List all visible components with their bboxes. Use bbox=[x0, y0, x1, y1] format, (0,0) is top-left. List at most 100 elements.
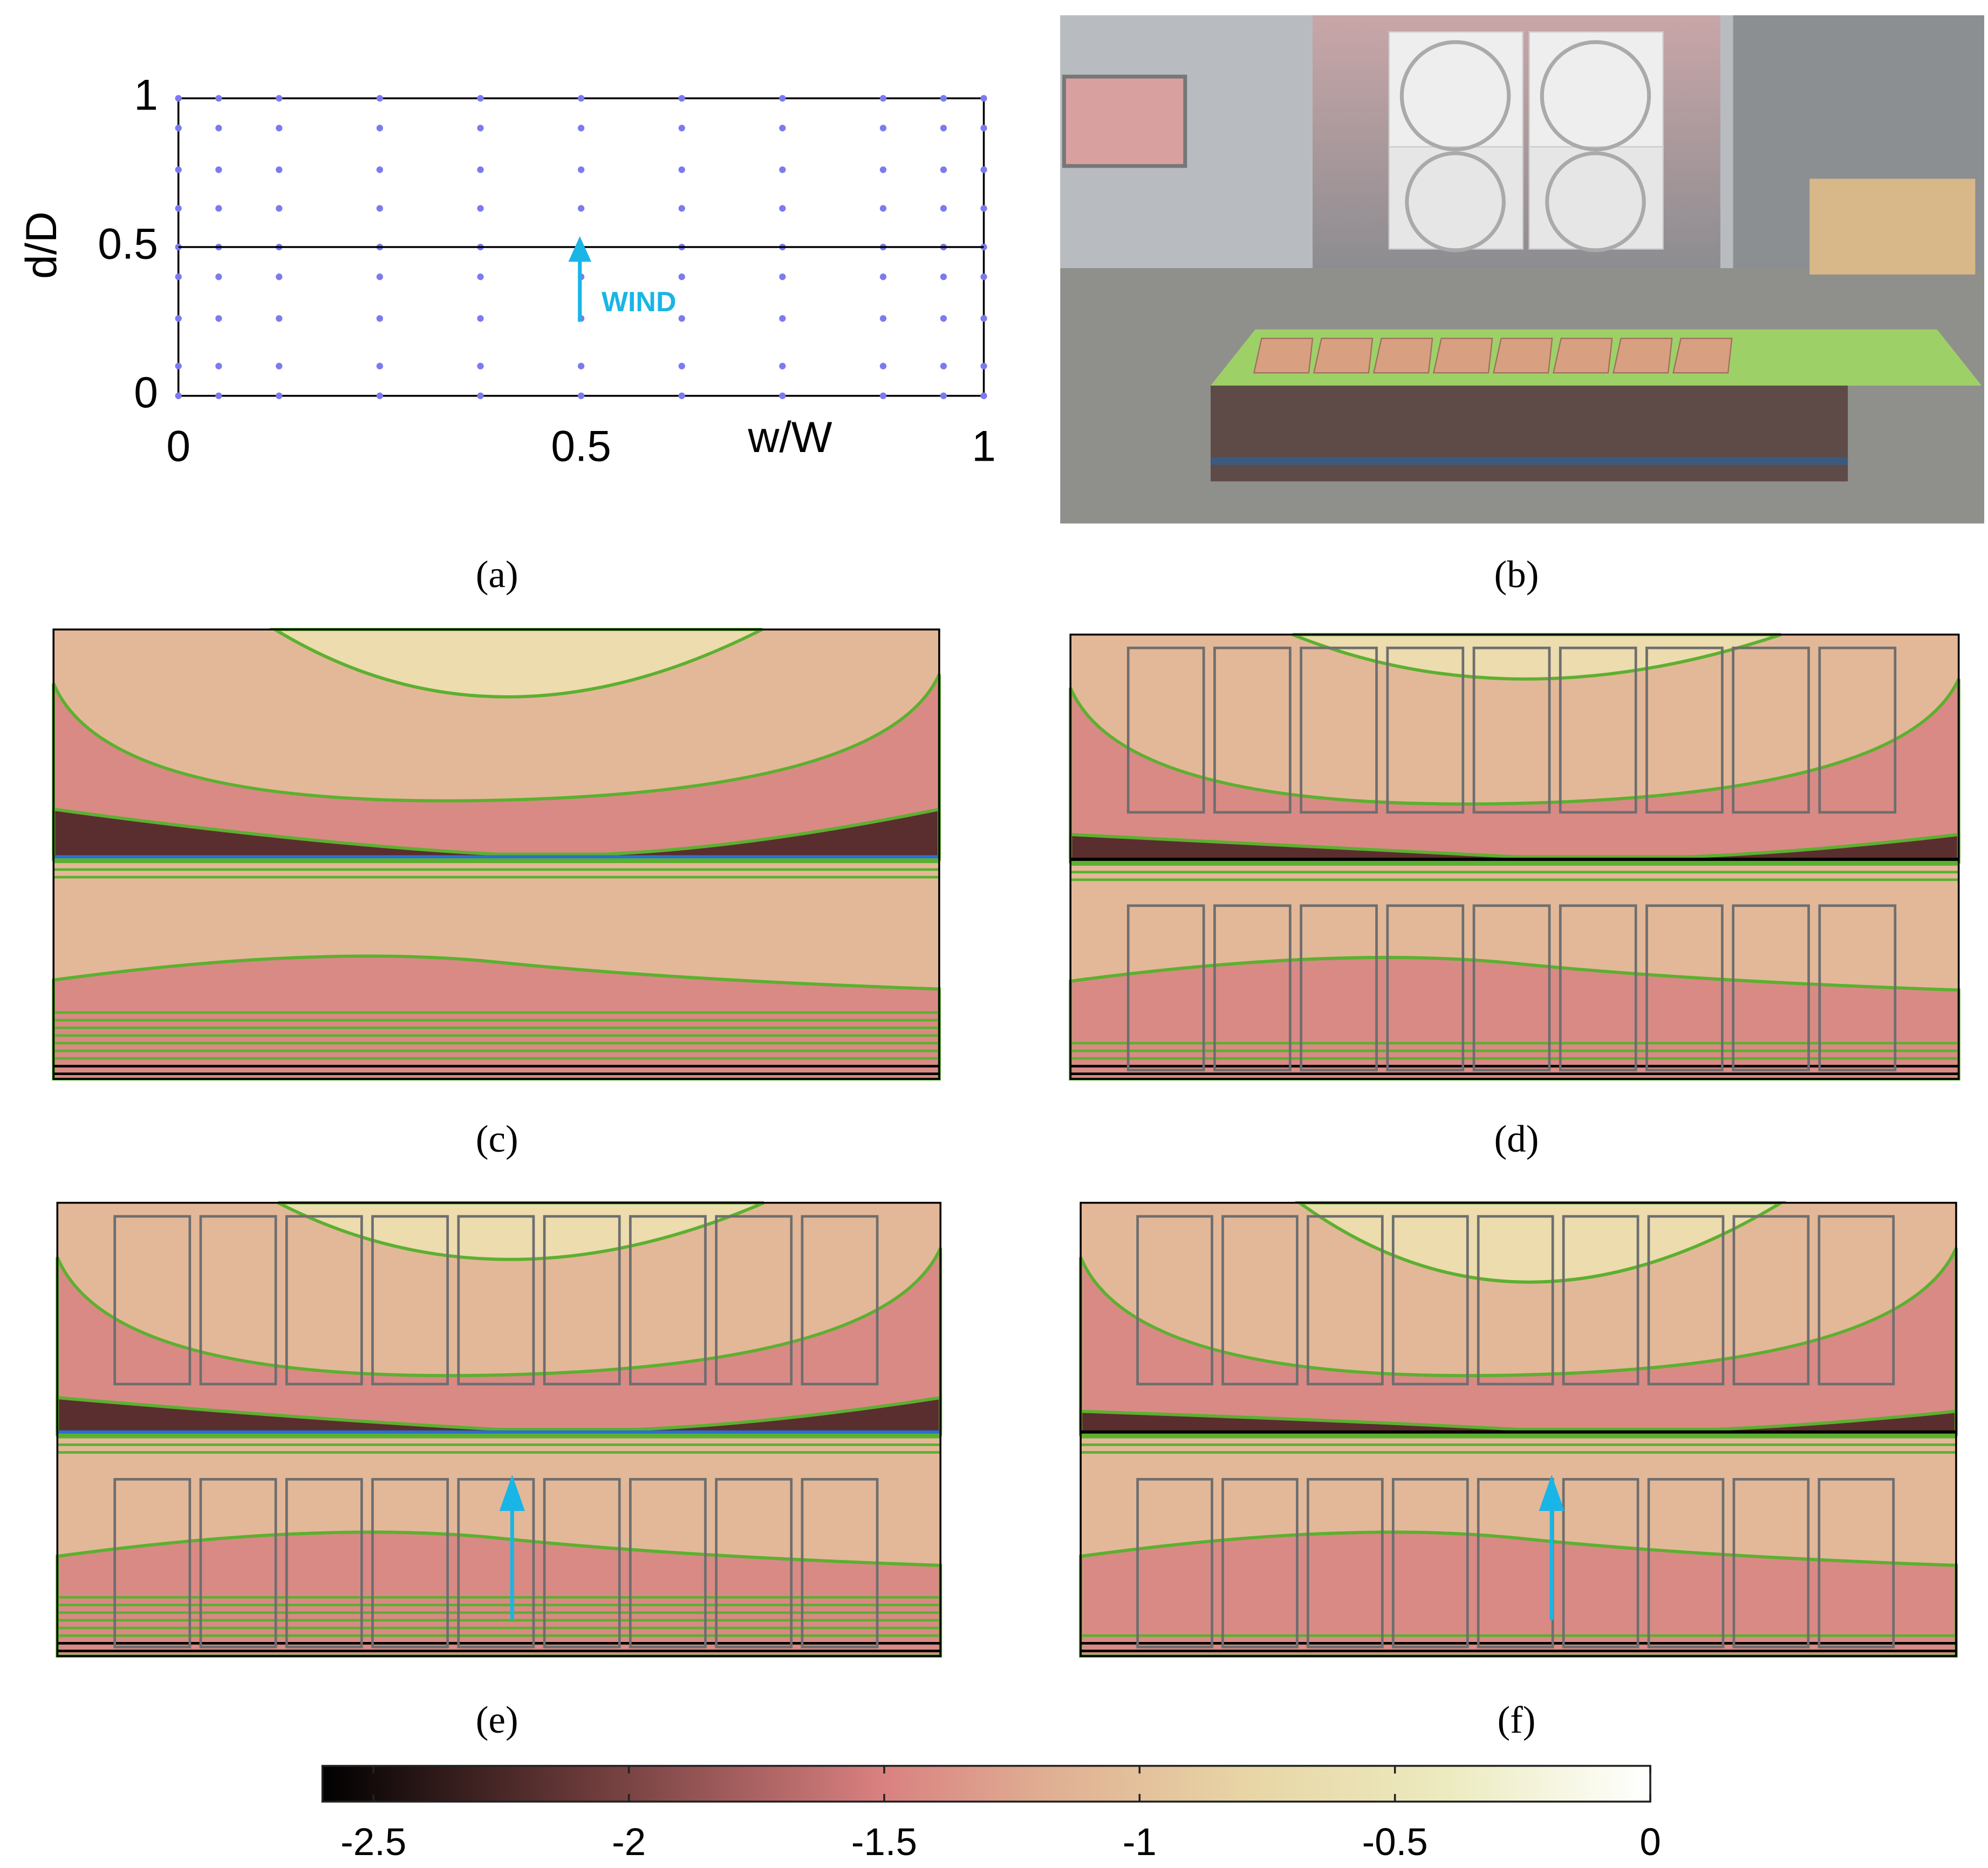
wind-label: WIND bbox=[602, 286, 677, 318]
point bbox=[980, 315, 987, 322]
module-outline bbox=[1818, 1477, 1895, 1648]
contour-frame bbox=[1069, 633, 1960, 1080]
solar-panels bbox=[1253, 338, 1733, 374]
module-outline bbox=[1559, 904, 1637, 1072]
point bbox=[678, 315, 685, 322]
point bbox=[980, 273, 987, 280]
module-outline bbox=[1213, 646, 1292, 814]
module-outline bbox=[1472, 646, 1551, 814]
y-axis-label: d/D bbox=[17, 211, 66, 279]
point bbox=[376, 166, 384, 173]
point bbox=[879, 273, 887, 280]
point bbox=[678, 205, 685, 212]
point bbox=[940, 315, 947, 322]
y-tick-label: 0.5 bbox=[98, 220, 158, 268]
point bbox=[276, 315, 283, 322]
panel bbox=[1432, 338, 1493, 374]
point bbox=[578, 95, 585, 102]
point bbox=[879, 362, 887, 370]
y-tick-label: 0 bbox=[134, 368, 158, 417]
module-outline bbox=[285, 1477, 363, 1648]
module-outline bbox=[715, 1477, 793, 1648]
point bbox=[215, 166, 222, 173]
module-outline bbox=[1386, 904, 1465, 1072]
tick-label: -2 bbox=[612, 1821, 646, 1864]
photo bbox=[1060, 15, 1984, 524]
point bbox=[477, 362, 484, 370]
point bbox=[678, 273, 685, 280]
module-outline bbox=[1126, 646, 1205, 814]
module-outline bbox=[1645, 646, 1724, 814]
point bbox=[477, 205, 484, 212]
module-outline bbox=[199, 1477, 277, 1648]
module-outline bbox=[1645, 904, 1724, 1072]
module-outline bbox=[1391, 1477, 1469, 1648]
module-outline bbox=[801, 1477, 879, 1648]
module-outline bbox=[1818, 1215, 1895, 1386]
point bbox=[940, 362, 947, 370]
point bbox=[980, 392, 987, 399]
point bbox=[940, 392, 947, 399]
point bbox=[477, 273, 484, 280]
module-outline bbox=[1647, 1477, 1725, 1648]
point bbox=[376, 362, 384, 370]
module-outline bbox=[113, 1477, 192, 1648]
module-outline bbox=[371, 1477, 449, 1648]
point bbox=[175, 125, 182, 132]
module-outline bbox=[1647, 1215, 1725, 1386]
caption: (e) bbox=[476, 1699, 518, 1741]
point bbox=[276, 205, 283, 212]
caption: (b) bbox=[1494, 554, 1539, 596]
point bbox=[578, 362, 585, 370]
module-outline bbox=[1300, 904, 1378, 1072]
point bbox=[175, 243, 182, 251]
point bbox=[175, 166, 182, 173]
module-outline bbox=[1213, 904, 1292, 1072]
point bbox=[879, 125, 887, 132]
point bbox=[175, 273, 182, 280]
contour bbox=[56, 1530, 942, 1658]
point bbox=[779, 362, 786, 370]
module-outline bbox=[371, 1215, 449, 1386]
panel bbox=[1553, 338, 1613, 374]
module-outline bbox=[629, 1477, 707, 1648]
module-outline bbox=[457, 1215, 535, 1386]
point bbox=[175, 205, 182, 212]
point bbox=[376, 315, 384, 322]
contour bbox=[1069, 956, 1960, 1081]
point bbox=[980, 95, 987, 102]
x-axis-label: w/W bbox=[748, 413, 832, 462]
point bbox=[678, 362, 685, 370]
point bbox=[678, 95, 685, 102]
point bbox=[779, 273, 786, 280]
tick-label: -1.5 bbox=[851, 1821, 917, 1864]
point bbox=[175, 362, 182, 370]
y-tick-label: 1 bbox=[134, 71, 158, 119]
point bbox=[980, 125, 987, 132]
point bbox=[477, 392, 484, 399]
point bbox=[376, 125, 384, 132]
module-outline bbox=[1472, 904, 1551, 1072]
x-tick-label: 0.5 bbox=[551, 422, 611, 470]
x-tick-label: 0 bbox=[166, 422, 190, 470]
contour bbox=[1069, 832, 1960, 864]
point bbox=[578, 392, 585, 399]
module-outline bbox=[1221, 1215, 1299, 1386]
panel bbox=[1493, 338, 1553, 374]
caption: (d) bbox=[1494, 1118, 1539, 1160]
tick-label: -0.5 bbox=[1362, 1821, 1428, 1864]
module-outline bbox=[1732, 1477, 1810, 1648]
point bbox=[879, 166, 887, 173]
module-outline bbox=[1732, 1215, 1810, 1386]
contour-frame bbox=[1080, 1201, 1957, 1657]
module-outline bbox=[1136, 1215, 1213, 1386]
point bbox=[376, 95, 384, 102]
panel bbox=[1613, 338, 1673, 374]
point bbox=[215, 125, 222, 132]
point bbox=[276, 125, 283, 132]
point bbox=[215, 392, 222, 399]
module-outline bbox=[1732, 646, 1810, 814]
point bbox=[376, 273, 384, 280]
point bbox=[215, 315, 222, 322]
